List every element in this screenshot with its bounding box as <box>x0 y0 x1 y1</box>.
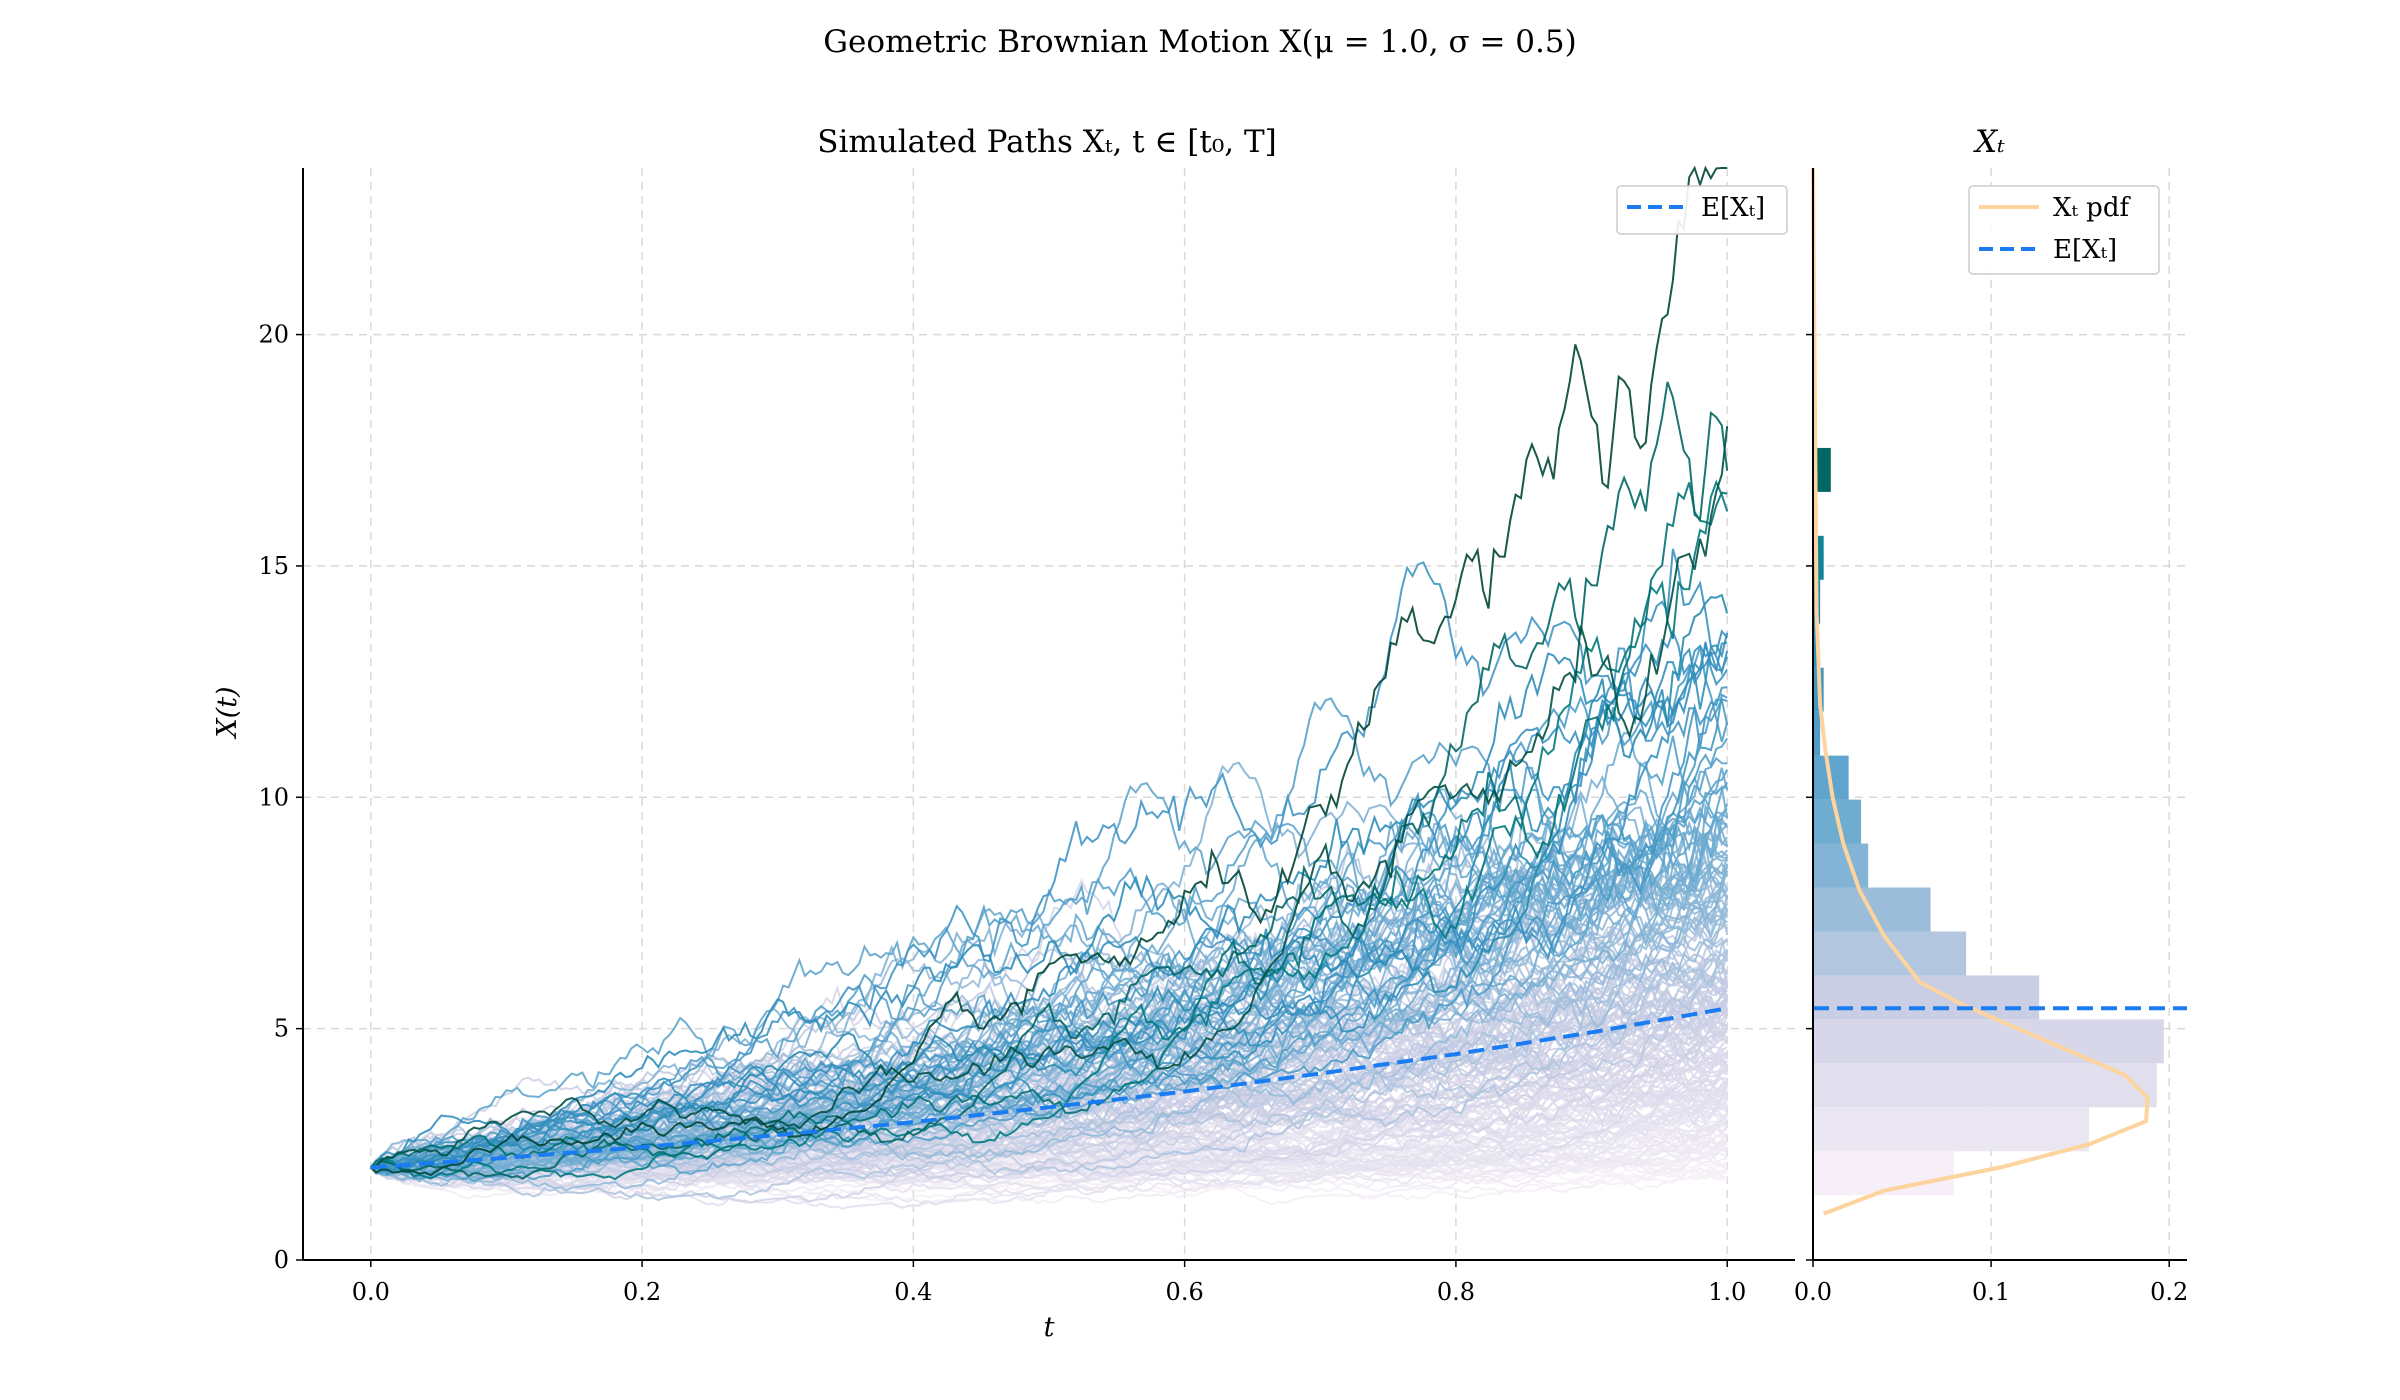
sample-path <box>370 936 1729 1170</box>
main-ytick-label: 5 <box>274 1015 289 1043</box>
side-spines <box>1812 168 2187 1261</box>
side-title: Xₜ <box>1973 124 2005 160</box>
pdf-curve <box>1811 167 2150 1216</box>
mean-line <box>370 1006 1728 1170</box>
main-xtick-label: 0.0 <box>352 1278 390 1306</box>
histogram-bar <box>1813 1107 2090 1152</box>
sample-path <box>370 629 1728 1170</box>
sample-path <box>370 632 1729 1172</box>
side-legend-pdf-label: Xₜ pdf <box>2053 193 2131 223</box>
sample-path <box>370 737 1729 1183</box>
side-axes: 0.0 0.1 0.2 Xₜ Xₜ pdf E[Xₜ] <box>1794 124 2188 1306</box>
side-legend-mean-label: E[Xₜ] <box>2053 235 2117 265</box>
histogram-bars <box>1813 447 2164 1196</box>
main-legend: E[Xₜ] <box>1616 185 1788 235</box>
histogram-bar <box>1813 1063 2157 1108</box>
histogram-bar <box>1813 1019 2164 1064</box>
y-axis-label: X(t) <box>212 686 243 739</box>
sample-path <box>370 949 1729 1202</box>
main-ytick-label: 15 <box>258 552 289 580</box>
figure-suptitle: Geometric Brownian Motion X(μ = 1.0, σ =… <box>823 24 1576 60</box>
main-xtick-label: 0.6 <box>1166 1278 1204 1306</box>
main-ticks: 0.0 0.2 0.4 0.6 0.8 1.0 0 5 10 15 20 <box>258 321 1746 1306</box>
histogram-bar <box>1813 843 1869 888</box>
side-xtick-label: 0.2 <box>2150 1278 2188 1306</box>
histogram-bar <box>1813 535 1824 580</box>
sample-path <box>370 381 1729 1180</box>
sample-path <box>370 863 1729 1192</box>
main-title: Simulated Paths Xₜ, t ∈ [t₀, T] <box>817 124 1277 160</box>
sample-path <box>370 698 1729 1180</box>
histogram-bar <box>1813 975 2040 1020</box>
sample-path <box>370 593 1729 1172</box>
main-ytick-label: 0 <box>274 1246 289 1274</box>
sample-path <box>370 165 1728 1177</box>
sample-path <box>370 548 1729 1173</box>
side-legend: Xₜ pdf E[Xₜ] <box>1968 185 2160 275</box>
main-legend-box <box>1616 185 1788 235</box>
main-legend-mean-label: E[Xₜ] <box>1701 193 1765 223</box>
histogram-bar <box>1813 711 1821 756</box>
sample-path <box>370 1163 1728 1202</box>
sample-path <box>370 479 1729 1181</box>
main-xtick-label: 0.8 <box>1437 1278 1475 1306</box>
side-ticks: 0.0 0.1 0.2 <box>1794 333 2188 1306</box>
histogram-bar <box>1813 1151 1954 1196</box>
main-xtick-label: 1.0 <box>1708 1278 1746 1306</box>
main-xtick-label: 0.2 <box>623 1278 661 1306</box>
main-spines <box>302 168 1795 1261</box>
main-ytick-label: 10 <box>258 783 289 811</box>
side-xtick-label: 0.1 <box>1972 1278 2010 1306</box>
main-ytick-label: 20 <box>258 321 289 349</box>
sample-path <box>370 1132 1728 1210</box>
x-axis-label: t <box>1044 1312 1055 1343</box>
sample-path <box>370 425 1729 1169</box>
histogram-bar <box>1813 623 1819 668</box>
sample-path <box>370 767 1729 1170</box>
simulated-paths <box>369 165 1729 1210</box>
main-axes: 0.0 0.2 0.4 0.6 0.8 1.0 0 5 10 15 20 Simulated Pat… <box>212 124 1795 1343</box>
histogram-bar <box>1813 931 1967 976</box>
main-xtick-label: 0.4 <box>894 1278 932 1306</box>
side-xtick-label: 0.0 <box>1794 1278 1832 1306</box>
sample-path <box>370 781 1729 1171</box>
